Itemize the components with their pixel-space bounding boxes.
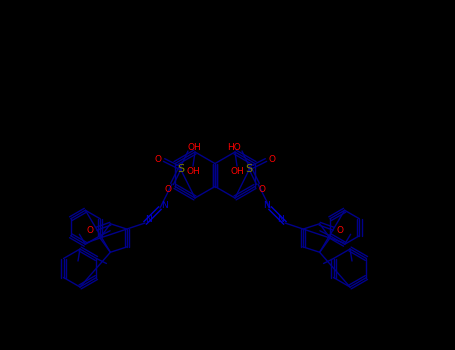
Text: OH: OH bbox=[230, 168, 244, 176]
Text: N: N bbox=[146, 216, 152, 224]
Text: S: S bbox=[177, 164, 185, 174]
Text: O: O bbox=[268, 155, 275, 164]
Text: O: O bbox=[87, 226, 94, 235]
Text: O: O bbox=[258, 184, 266, 194]
Text: N: N bbox=[278, 216, 284, 224]
Text: S: S bbox=[245, 164, 253, 174]
Text: O: O bbox=[155, 155, 162, 164]
Text: OH: OH bbox=[186, 168, 200, 176]
Text: N: N bbox=[263, 201, 269, 210]
Text: HO: HO bbox=[227, 142, 241, 152]
Text: N: N bbox=[161, 201, 167, 210]
Text: O: O bbox=[165, 184, 172, 194]
Text: O: O bbox=[336, 226, 343, 235]
Text: OH: OH bbox=[187, 142, 201, 152]
